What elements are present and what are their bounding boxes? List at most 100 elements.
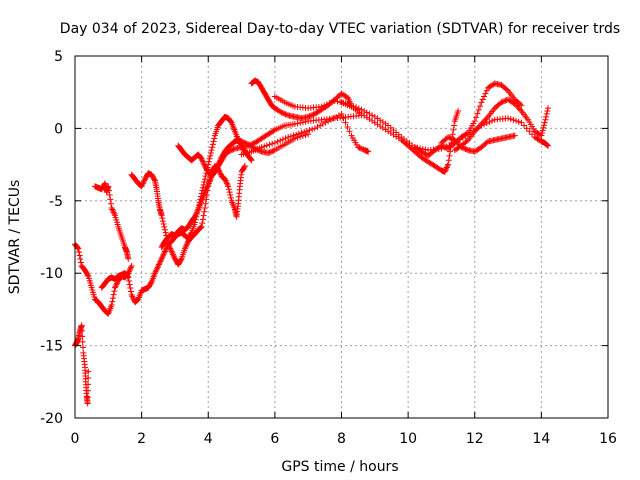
data-point xyxy=(517,106,524,113)
data-point xyxy=(125,268,132,275)
data-point xyxy=(307,112,314,119)
data-point xyxy=(477,122,484,129)
data-point xyxy=(84,271,91,278)
data-point xyxy=(159,218,166,225)
data-point xyxy=(449,135,456,142)
data-point xyxy=(331,97,338,104)
data-point xyxy=(475,123,482,130)
data-point xyxy=(306,127,313,134)
data-point xyxy=(342,119,349,126)
data-point xyxy=(249,141,256,148)
data-point xyxy=(202,200,209,207)
data-point xyxy=(298,129,305,136)
data-point xyxy=(125,278,132,285)
data-point xyxy=(511,100,518,107)
data-point xyxy=(455,108,462,115)
data-point xyxy=(225,186,232,193)
data-point xyxy=(111,284,118,291)
data-point xyxy=(498,99,505,106)
data-point xyxy=(451,136,458,143)
data-point xyxy=(463,130,470,137)
data-point xyxy=(138,183,145,190)
data-point xyxy=(462,145,469,152)
data-point xyxy=(151,176,158,183)
data-point xyxy=(293,131,300,138)
data-point xyxy=(201,189,208,196)
x-tick-label: 6 xyxy=(270,431,279,447)
data-point xyxy=(226,189,233,196)
data-point xyxy=(449,131,456,138)
data-point xyxy=(279,136,286,143)
data-point xyxy=(194,207,201,214)
x-tick-label: 14 xyxy=(532,431,550,447)
data-point xyxy=(540,124,547,131)
series-sat-g xyxy=(175,112,365,180)
data-point xyxy=(204,183,211,190)
data-point xyxy=(79,333,86,340)
data-point xyxy=(139,180,146,187)
data-point xyxy=(224,181,231,188)
data-point xyxy=(211,135,218,142)
data-point xyxy=(229,146,236,153)
data-point xyxy=(482,116,489,123)
data-point xyxy=(297,133,304,140)
data-point xyxy=(223,178,230,185)
data-point xyxy=(346,128,353,135)
data-point xyxy=(201,205,208,212)
data-point xyxy=(295,130,302,137)
data-point xyxy=(77,259,84,266)
data-point xyxy=(543,110,550,117)
data-point xyxy=(207,152,214,159)
data-point xyxy=(544,142,551,149)
data-point xyxy=(269,148,276,155)
data-point xyxy=(443,164,450,171)
data-point xyxy=(311,125,318,132)
data-point xyxy=(503,86,510,93)
data-point xyxy=(458,144,465,151)
data-point xyxy=(334,98,341,105)
x-tick-label: 8 xyxy=(337,431,346,447)
data-point xyxy=(514,103,521,110)
data-point xyxy=(167,245,174,252)
data-point xyxy=(461,145,468,152)
data-point xyxy=(513,117,520,124)
data-point xyxy=(129,294,136,301)
data-point xyxy=(225,148,232,155)
data-point xyxy=(161,223,168,230)
data-point xyxy=(193,209,200,216)
series-sat-e xyxy=(128,163,248,268)
data-point xyxy=(161,248,168,255)
data-point xyxy=(158,255,165,262)
data-point xyxy=(305,113,312,120)
series-sat-h xyxy=(238,110,372,158)
data-point xyxy=(277,137,284,144)
data-point xyxy=(501,98,508,105)
data-point xyxy=(281,110,288,117)
data-point xyxy=(79,344,86,351)
data-point xyxy=(499,98,506,105)
data-point xyxy=(301,128,308,135)
data-point xyxy=(442,167,449,174)
data-point xyxy=(250,140,257,147)
y-axis-label: SDTVAR / TECUs xyxy=(7,180,23,295)
data-point xyxy=(227,192,234,199)
data-point xyxy=(317,122,324,129)
data-point xyxy=(481,93,488,100)
data-point xyxy=(198,155,205,162)
data-point xyxy=(291,135,298,142)
data-point xyxy=(162,229,169,236)
data-point xyxy=(168,248,175,255)
data-point xyxy=(84,394,91,401)
y-tick-label: -20 xyxy=(40,411,63,427)
data-point xyxy=(445,134,452,141)
data-point xyxy=(542,116,549,123)
data-point xyxy=(109,295,116,302)
series-sat-l xyxy=(411,80,525,159)
data-point xyxy=(205,158,212,165)
data-point xyxy=(230,146,237,153)
data-point xyxy=(169,251,176,258)
data-point xyxy=(303,128,310,135)
data-point xyxy=(340,115,347,122)
series-sat-k xyxy=(338,99,462,175)
data-point xyxy=(521,122,528,129)
